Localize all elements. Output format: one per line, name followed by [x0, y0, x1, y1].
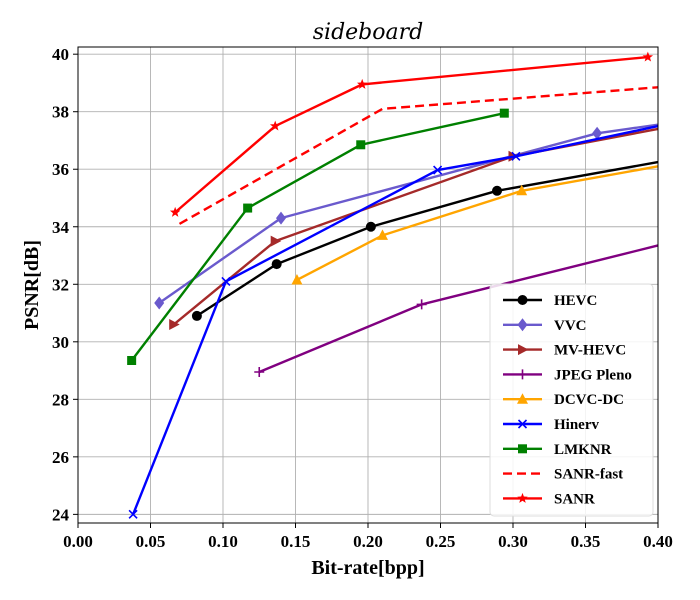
data-point-sanr [169, 206, 181, 217]
legend-item-vvc: VVC [503, 318, 587, 334]
y-tick-label: 26 [52, 448, 69, 467]
data-point-dcvc-dc [291, 273, 303, 285]
data-point-hinerv [511, 151, 521, 161]
legend-marker-lmknr [518, 444, 527, 454]
series-vvc [154, 123, 659, 310]
series-hevc [191, 160, 659, 321]
y-tick-label: 36 [52, 160, 69, 179]
legend-item-hevc: HEVC [503, 293, 597, 309]
y-tick-label: 28 [52, 390, 69, 409]
legend-marker-dcvc-dc [517, 393, 528, 404]
legend-box [489, 283, 654, 517]
legend-item-jpeg-pleno: JPEG Pleno [503, 367, 632, 383]
series-sanr-fast [178, 86, 659, 225]
y-axis-label: PSNR[dB] [21, 240, 43, 330]
data-point-lmknr [499, 108, 509, 118]
legend: HEVC VVC MV-HEVC JPEG Pleno DCVC-DC Hinerv LMK… [489, 283, 654, 517]
series-line-vvc [158, 123, 659, 304]
series-line-sanr-fast [178, 86, 659, 225]
series-jpeg-pleno [254, 244, 659, 378]
data-point-sanr [642, 51, 654, 62]
legend-item-sanr-fast: SANR-fast [503, 467, 623, 483]
legend-label-dcvc-dc: DCVC-DC [554, 392, 624, 408]
data-point-mv-hevc [270, 235, 282, 247]
y-tick-label: 38 [52, 103, 69, 122]
data-point-mv-hevc [169, 319, 180, 331]
x-tick-label: 0.05 [136, 532, 166, 551]
x-tick-label: 0.25 [426, 532, 456, 551]
series-sanr [169, 51, 654, 217]
x-tick-label: 0.00 [63, 532, 93, 551]
data-point-lmknr [356, 140, 366, 150]
y-tick-label: 30 [52, 333, 69, 352]
legend-label-vvc: VVC [554, 318, 587, 334]
legend-label-sanr: SANR [554, 491, 595, 507]
legend-label-lmknr: LMKNR [554, 442, 612, 458]
data-point-hinerv [221, 276, 231, 286]
data-point-hevc [191, 310, 202, 321]
legend-item-sanr: SANR [503, 491, 595, 507]
y-tick-label: 34 [52, 218, 70, 237]
data-point-jpeg-pleno [254, 367, 265, 378]
plot-frame [77, 46, 659, 524]
legend-label-sanr-fast: SANR-fast [554, 467, 623, 483]
series-line-sanr [174, 55, 648, 214]
y-tick-label: 32 [52, 275, 69, 294]
series-lmknr [127, 108, 509, 365]
legend-item-hinerv: Hinerv [503, 417, 599, 433]
x-tick-label: 0.20 [353, 532, 383, 551]
legend-marker-hevc [517, 295, 528, 305]
series-group [127, 51, 659, 519]
series-line-dcvc-dc [296, 165, 659, 282]
legend-item-mv-hevc: MV-HEVC [503, 343, 626, 359]
axis-ticks: 0.00 0.05 0.10 0.15 0.20 0.25 0.30 0.35 0.40 24 26… [52, 45, 673, 551]
legend-marker-vvc [517, 318, 528, 332]
data-point-hinerv [128, 509, 138, 519]
series-line-lmknr [130, 111, 505, 362]
data-point-hevc [492, 185, 503, 196]
data-point-sanr [269, 120, 281, 131]
x-tick-label: 0.35 [571, 532, 601, 551]
legend-marker-sanr [517, 492, 528, 503]
legend-item-dcvc-dc: DCVC-DC [503, 392, 624, 408]
data-point-dcvc-dc [377, 229, 388, 240]
data-point-vvc [592, 126, 603, 140]
data-point-vvc [276, 211, 286, 225]
data-point-lmknr [127, 355, 137, 365]
data-point-sanr [356, 78, 368, 89]
data-point-hevc [365, 221, 376, 232]
legend-item-lmknr: LMKNR [503, 442, 612, 458]
x-tick-label: 0.15 [281, 532, 311, 551]
data-point-vvc [154, 296, 165, 310]
series-dcvc-dc [291, 165, 659, 285]
data-point-jpeg-pleno [416, 299, 427, 310]
legend-label-jpeg-pleno: JPEG Pleno [554, 367, 632, 383]
legend-label-mv-hevc: MV-HEVC [554, 343, 626, 359]
data-point-lmknr [243, 203, 253, 213]
x-tick-label: 0.10 [208, 532, 238, 551]
x-axis-label: Bit-rate[bpp] [311, 557, 424, 579]
x-tick-label: 0.30 [498, 532, 528, 551]
legend-marker-hinerv [517, 419, 528, 429]
legend-label-hinerv: Hinerv [554, 417, 599, 433]
data-point-dcvc-dc [516, 184, 528, 196]
data-point-hinerv [433, 165, 443, 175]
chart-title: sideboard [313, 20, 423, 45]
legend-marker-jpeg-pleno [517, 369, 528, 380]
x-tick-label: 0.40 [643, 532, 673, 551]
data-point-hevc [271, 259, 282, 270]
y-tick-label: 24 [52, 505, 70, 524]
legend-label-hevc: HEVC [554, 293, 597, 309]
legend-marker-mv-hevc [518, 344, 529, 356]
y-tick-label: 40 [52, 45, 69, 64]
series-hinerv [128, 124, 659, 519]
